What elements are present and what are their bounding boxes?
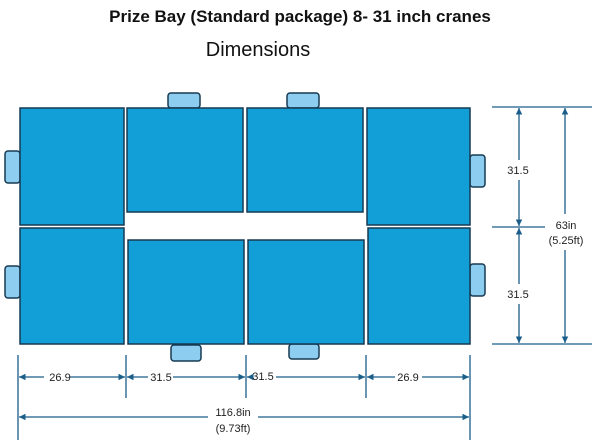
- diagram-title: Prize Bay (Standard package) 8- 31 inch …: [109, 7, 491, 26]
- crane-top-right: [366, 107, 471, 226]
- crane-tab: [469, 154, 486, 188]
- width-label: 26.9: [49, 372, 70, 384]
- crane-tab: [286, 92, 320, 109]
- width-label: 31.5: [252, 371, 273, 383]
- crane-tab: [4, 265, 21, 299]
- crane-bottom-right: [367, 227, 471, 345]
- crane-top-mid-right: [246, 107, 364, 213]
- width-dimension-lines: [17, 355, 471, 440]
- height-dimension-lines: [492, 106, 592, 345]
- height-label: 31.5: [507, 289, 528, 301]
- crane-tab: [4, 150, 21, 184]
- crane-tab: [170, 344, 202, 362]
- crane-tab: [167, 92, 201, 109]
- diagram-subtitle: Dimensions: [206, 39, 310, 61]
- crane-bottom-mid-right: [247, 239, 365, 345]
- total-height-label: 63in: [556, 220, 577, 232]
- height-label: 31.5: [507, 165, 528, 177]
- crane-top-mid-left: [126, 107, 244, 213]
- total-height-ft-label: (5.25ft): [549, 235, 584, 247]
- crane-top-left: [19, 107, 125, 226]
- width-label: 26.9: [397, 372, 418, 384]
- total-width-label: 116.8in: [215, 407, 250, 419]
- width-label: 31.5: [150, 372, 171, 384]
- crane-tab: [288, 343, 320, 360]
- crane-bottom-mid-left: [127, 239, 245, 345]
- crane-tab: [469, 263, 486, 297]
- total-width-ft-label: (9.73ft): [216, 423, 251, 435]
- crane-bottom-left: [19, 227, 125, 345]
